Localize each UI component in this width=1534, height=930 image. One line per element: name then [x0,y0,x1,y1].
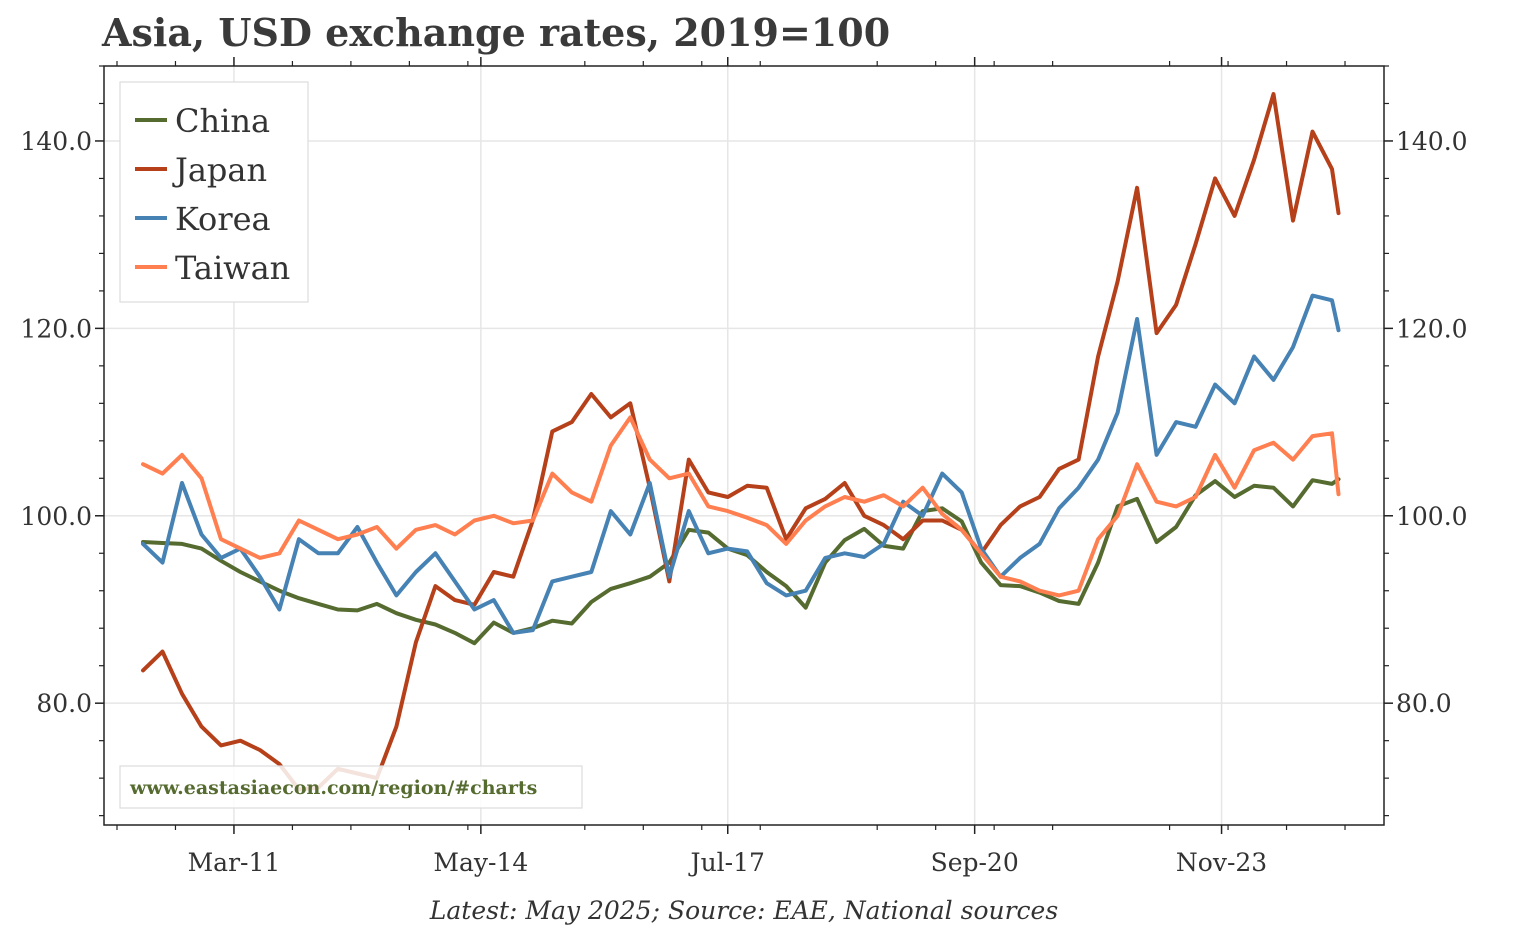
plot-frame [103,65,1385,826]
series-line-taiwan [141,415,1341,598]
y-tick-label-left: 100.0 [20,502,92,531]
y-tick-label-right: 140.0 [1396,127,1468,156]
x-tick-label: May-14 [433,848,528,877]
axes: 80.0 80.0 100.0 100.0 120.0 120.0 140.0 140.0 Ma… [20,57,1468,877]
x-tick-label: Jul-17 [688,848,765,877]
source-note: Latest: May 2025; Source: EAE, National … [429,896,1058,925]
watermark-box: www.eastasiaecon.com/region/#charts [119,765,583,809]
y-tick-label-left: 120.0 [20,314,92,343]
legend-label-japan: Japan [172,151,267,189]
series-lines [141,92,1341,792]
series-line-japan [141,92,1341,792]
x-tick-label: Sep-20 [931,848,1019,877]
y-tick-label-left: 140.0 [20,127,92,156]
y-tick-label-right: 120.0 [1396,314,1468,343]
legend-label-china: China [175,102,270,140]
y-tick-label-right: 80.0 [1396,689,1452,718]
y-tick-label-right: 100.0 [1396,502,1468,531]
watermark-text: www.eastasiaecon.com/region/#charts [129,777,537,799]
x-tick-label: Nov-23 [1176,848,1267,877]
legend-label-korea: Korea [175,200,271,238]
legend-label-taiwan: Taiwan [175,249,290,287]
x-tick-label: Mar-11 [188,848,281,877]
chart-title: Asia, USD exchange rates, 2019=100 [102,10,891,55]
series-line-korea [141,293,1341,635]
y-tick-label-left: 80.0 [36,689,92,718]
legend: China Japan Korea Taiwan [119,81,309,303]
